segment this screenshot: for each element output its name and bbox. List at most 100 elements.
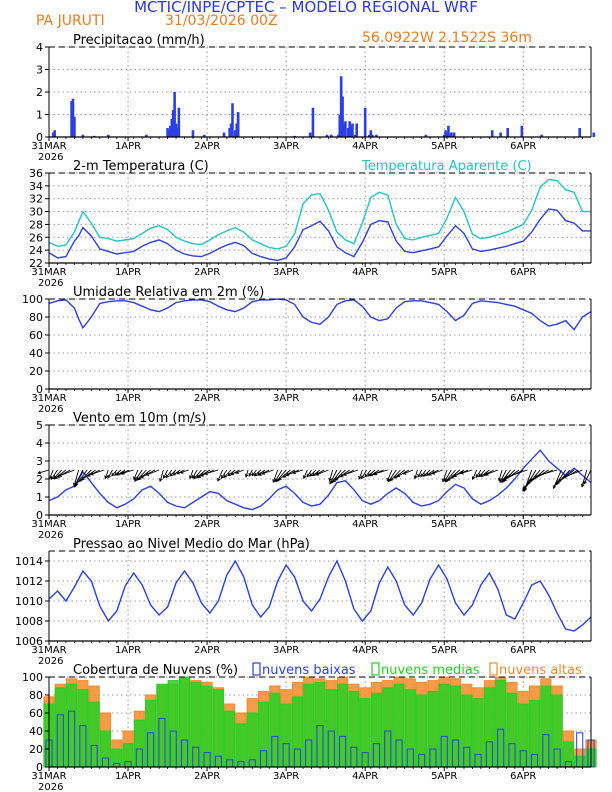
- wind-vector: [343, 469, 359, 476]
- x-tick-label-clouds: 5APR: [431, 771, 457, 782]
- wind-vector: [227, 469, 236, 477]
- wind-vector-head: [37, 470, 42, 475]
- precip-bar: [145, 134, 148, 137]
- wind-vector-head: [121, 470, 126, 475]
- wind-vector: [248, 469, 253, 477]
- precip-bar: [506, 128, 510, 137]
- wind-vector-head: [413, 475, 418, 480]
- wind-vector-head: [441, 478, 446, 483]
- wind-vector-head: [189, 475, 193, 480]
- wind-vector: [303, 469, 308, 479]
- y-tick-label-clouds: 20: [29, 743, 43, 756]
- wind-vector: [329, 469, 334, 481]
- wind-vector-head: [552, 485, 557, 490]
- y-tick-label-precip: 0: [36, 131, 43, 144]
- precip-bar: [375, 134, 378, 137]
- wind-vector-head: [169, 472, 173, 477]
- x-tick-label-wind: 31MAR: [31, 519, 66, 530]
- precip-bar: [444, 130, 447, 137]
- wind-vector-head: [78, 478, 83, 483]
- x-tick-label-pressure: 5APR: [431, 645, 457, 656]
- x-tick-label-pressure: 2APR: [194, 645, 220, 656]
- wind-vector: [581, 469, 588, 487]
- y-tick-label-temp: 34: [29, 180, 43, 193]
- wind-vector: [261, 469, 274, 475]
- precip-bar: [447, 125, 450, 137]
- wind-vector-head: [165, 474, 170, 479]
- precip-bar: [442, 134, 446, 137]
- y-tick-label-wind: 0: [36, 509, 43, 522]
- wind-vector-head: [444, 478, 449, 483]
- legend-apparent-temperature: Temperatura Aparente (C): [361, 159, 532, 174]
- y-tick-label-precip: 1: [36, 109, 43, 122]
- panel-title-wind: Vento em 10m (m/s): [73, 411, 206, 426]
- x-tick-label-temp: 4APR: [352, 267, 378, 278]
- wind-vector-head: [431, 471, 436, 475]
- precip-bar: [228, 128, 231, 137]
- cloud-bar-nuvens-medias: [483, 687, 495, 768]
- y-tick-label-pressure: 1008: [15, 615, 43, 628]
- wind-vector-head: [471, 476, 476, 481]
- wind-vector: [163, 469, 168, 479]
- cloud-bar-nuvens-medias: [122, 743, 134, 768]
- x-year-label-clouds: 2026: [38, 782, 63, 792]
- x-tick-label-wind: 6APR: [510, 519, 536, 530]
- y-tick-label-clouds: 100: [22, 671, 43, 684]
- x-tick-label-wind: 5APR: [431, 519, 457, 530]
- wind-vector-head: [501, 477, 506, 481]
- wind-vector: [122, 469, 134, 474]
- x-tick-label-wind: 3APR: [273, 519, 299, 530]
- precip-bar: [236, 112, 240, 137]
- x-tick-label-pressure: 6APR: [510, 645, 536, 656]
- wind-vector: [221, 469, 228, 479]
- wind-vector: [49, 469, 54, 479]
- y-tick-label-wind: 1: [36, 491, 43, 504]
- cloud-bar-nuvens-medias: [111, 748, 123, 768]
- precip-bar: [70, 101, 73, 137]
- wind-vector-head: [251, 472, 256, 477]
- cloud-bar-nuvens-medias: [472, 698, 484, 768]
- precip-bar: [424, 134, 428, 137]
- wind-vector: [235, 469, 244, 474]
- y-tick-label-clouds: 0: [36, 761, 43, 774]
- wind-vector-head: [480, 473, 485, 478]
- cloud-bar-nuvens-medias: [348, 690, 360, 768]
- wind-vector-head: [311, 472, 316, 477]
- series-line-umidade-relativa: [48, 298, 592, 331]
- wind-vector-head: [111, 472, 115, 477]
- wind-vector-head: [583, 480, 587, 485]
- wind-vector-head: [580, 483, 585, 488]
- precip-bar: [81, 134, 85, 137]
- wind-vector: [312, 469, 321, 477]
- wind-vector: [388, 469, 397, 482]
- x-tick-label-precip: 1APR: [115, 141, 141, 152]
- y-tick-label-temp: 36: [29, 167, 43, 180]
- x-tick-label-clouds: 1APR: [115, 771, 141, 782]
- precip-bar: [351, 123, 354, 137]
- wind-vector-head: [526, 480, 531, 484]
- wind-vector: [374, 469, 388, 475]
- precip-bar: [51, 132, 55, 137]
- legend-label-nuvens-medias: nuvens medias: [381, 663, 480, 678]
- wind-vector-head: [282, 474, 287, 478]
- y-tick-label-rh: 40: [29, 347, 43, 360]
- wind-vector-head: [80, 476, 85, 481]
- cloud-bar-nuvens-medias: [337, 683, 349, 768]
- panel-rh: 0 20 40 60 80 100 31MAR 1APR 2APR 3APR 4APR 5APR 6AP…: [22, 285, 592, 415]
- wind-vector: [499, 469, 507, 483]
- x-tick-label-pressure: 31MAR: [31, 645, 66, 656]
- precip-bar: [344, 121, 347, 137]
- wind-vector: [133, 469, 139, 480]
- wind-vector-head: [315, 472, 320, 476]
- cloud-bar-nuvens-medias: [178, 676, 191, 768]
- cloud-bar-nuvens-medias: [517, 703, 529, 768]
- x-tick-label-rh: 5APR: [431, 393, 457, 404]
- wind-vector-head: [504, 475, 509, 479]
- precip-bar: [308, 132, 312, 137]
- wind-vector: [165, 469, 173, 478]
- x-year-label-wind: 2026: [38, 530, 63, 541]
- wind-vector: [475, 469, 482, 478]
- wind-vector-head: [203, 471, 208, 476]
- precip-bar: [222, 132, 226, 137]
